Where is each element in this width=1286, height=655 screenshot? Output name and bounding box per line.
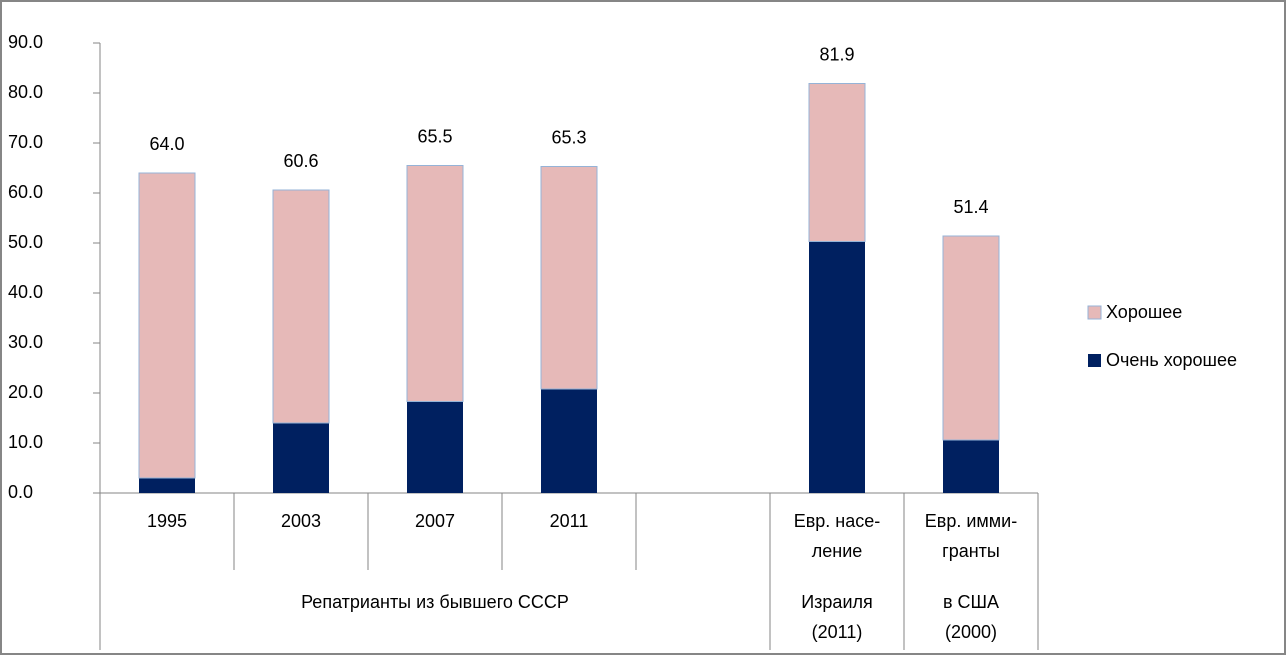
y-tick-label: 0.0 bbox=[8, 482, 33, 502]
y-tick-label: 40.0 bbox=[8, 282, 43, 302]
bar-segment bbox=[273, 423, 329, 493]
group-label: (2000) bbox=[945, 622, 997, 642]
legend-label: Хорошее bbox=[1106, 302, 1182, 322]
group-label: в США bbox=[943, 592, 999, 612]
bar-segment bbox=[540, 166, 598, 390]
x-tick-label: гранты bbox=[942, 541, 1000, 561]
x-tick-label: 2011 bbox=[550, 511, 589, 531]
total-label: 60.6 bbox=[283, 151, 318, 171]
x-tick-label: 2003 bbox=[281, 511, 321, 531]
bar-segment bbox=[942, 235, 1000, 441]
x-tick-label: Евр. насе- bbox=[794, 511, 881, 531]
legend-swatch bbox=[1087, 305, 1102, 320]
bar-segment bbox=[139, 478, 195, 493]
total-label: 65.5 bbox=[417, 126, 452, 146]
bar-segment bbox=[272, 189, 330, 424]
y-tick-label: 90.0 bbox=[8, 32, 43, 52]
bar-segment bbox=[943, 440, 999, 493]
y-tick-label: 80.0 bbox=[8, 82, 43, 102]
total-label: 81.9 bbox=[819, 44, 854, 64]
bar-segment bbox=[808, 83, 866, 242]
y-tick-label: 50.0 bbox=[8, 232, 43, 252]
group-label: Репатрианты из бывшего СССР bbox=[301, 592, 569, 612]
x-tick-label: 2007 bbox=[415, 511, 455, 531]
y-tick-label: 60.0 bbox=[8, 182, 43, 202]
total-label: 65.3 bbox=[551, 127, 586, 147]
bar-segment bbox=[809, 241, 865, 493]
y-tick-label: 10.0 bbox=[8, 432, 43, 452]
bar-segment bbox=[138, 172, 196, 479]
group-label: Израиля bbox=[801, 592, 873, 612]
legend-swatch bbox=[1088, 354, 1101, 367]
y-tick-label: 20.0 bbox=[8, 382, 43, 402]
total-label: 51.4 bbox=[953, 197, 988, 217]
bar-segment bbox=[406, 165, 464, 402]
x-tick-label: ление bbox=[812, 541, 863, 561]
y-tick-label: 30.0 bbox=[8, 332, 43, 352]
group-label: (2011) bbox=[812, 622, 863, 642]
legend-label: Очень хорошее bbox=[1106, 350, 1237, 370]
bar-segment bbox=[541, 389, 597, 493]
y-tick-label: 70.0 bbox=[8, 132, 43, 152]
x-tick-label: Евр. имми- bbox=[925, 511, 1017, 531]
total-label: 64.0 bbox=[149, 134, 184, 154]
bar-segment bbox=[407, 401, 463, 493]
x-tick-label: 1995 bbox=[147, 511, 187, 531]
